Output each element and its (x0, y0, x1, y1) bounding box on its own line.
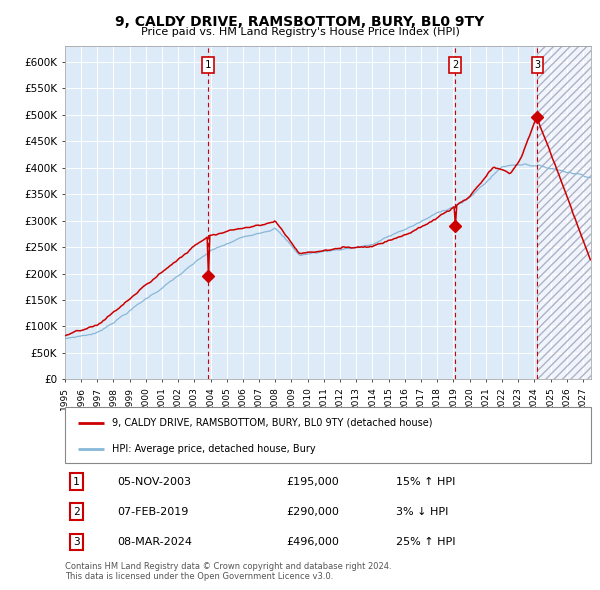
Text: Price paid vs. HM Land Registry's House Price Index (HPI): Price paid vs. HM Land Registry's House … (140, 27, 460, 37)
Text: 05-NOV-2003: 05-NOV-2003 (118, 477, 191, 487)
Text: 07-FEB-2019: 07-FEB-2019 (118, 507, 189, 517)
Text: 08-MAR-2024: 08-MAR-2024 (118, 537, 193, 547)
Text: 3% ↓ HPI: 3% ↓ HPI (397, 507, 449, 517)
Text: 9, CALDY DRIVE, RAMSBOTTOM, BURY, BL0 9TY: 9, CALDY DRIVE, RAMSBOTTOM, BURY, BL0 9T… (115, 15, 485, 30)
Text: 1: 1 (205, 60, 211, 70)
Text: 25% ↑ HPI: 25% ↑ HPI (397, 537, 456, 547)
Text: 15% ↑ HPI: 15% ↑ HPI (397, 477, 455, 487)
Text: 2: 2 (452, 60, 458, 70)
Text: £290,000: £290,000 (286, 507, 338, 517)
Text: 2: 2 (73, 507, 80, 517)
Text: 3: 3 (534, 60, 541, 70)
Text: HPI: Average price, detached house, Bury: HPI: Average price, detached house, Bury (112, 444, 316, 454)
Text: £195,000: £195,000 (286, 477, 338, 487)
Text: 9, CALDY DRIVE, RAMSBOTTOM, BURY, BL0 9TY (detached house): 9, CALDY DRIVE, RAMSBOTTOM, BURY, BL0 9T… (112, 418, 433, 428)
Text: Contains HM Land Registry data © Crown copyright and database right 2024.: Contains HM Land Registry data © Crown c… (65, 562, 391, 571)
Text: This data is licensed under the Open Government Licence v3.0.: This data is licensed under the Open Gov… (65, 572, 333, 581)
Text: £496,000: £496,000 (286, 537, 338, 547)
FancyBboxPatch shape (65, 407, 591, 463)
Text: 1: 1 (73, 477, 80, 487)
Text: 3: 3 (73, 537, 80, 547)
